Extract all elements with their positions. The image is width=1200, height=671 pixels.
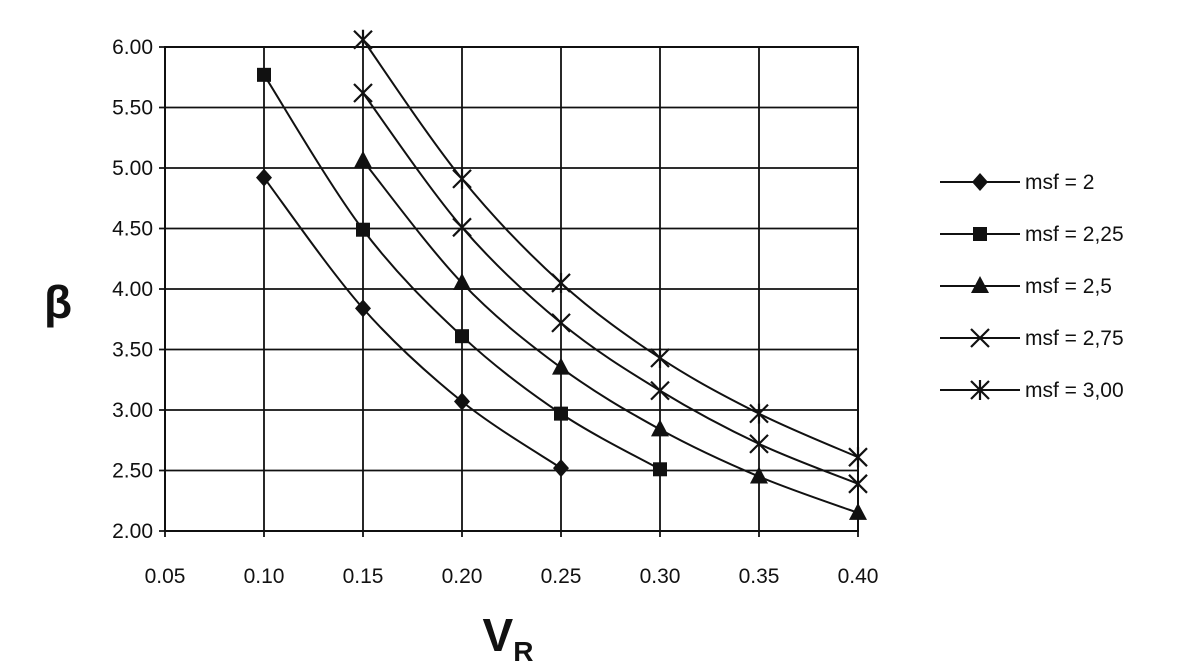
data-point bbox=[553, 459, 569, 478]
data-point bbox=[749, 403, 769, 424]
data-point bbox=[651, 419, 669, 437]
legend-marker bbox=[970, 380, 990, 400]
legend-label: msf = 2,5 bbox=[1025, 275, 1112, 298]
series-line bbox=[362, 39, 859, 459]
series-1 bbox=[256, 168, 569, 478]
x-tick-label: 0.40 bbox=[838, 565, 879, 588]
data-point bbox=[848, 447, 868, 468]
series-2 bbox=[257, 67, 667, 477]
legend-item: msf = 2,75 bbox=[940, 327, 1124, 350]
legend-item: msf = 2 bbox=[940, 171, 1094, 194]
legend-marker bbox=[973, 227, 987, 241]
y-tick-label: 5.00 bbox=[112, 157, 153, 180]
data-point bbox=[454, 392, 470, 411]
series-5 bbox=[353, 29, 868, 468]
y-axis-title: β bbox=[44, 276, 72, 328]
data-point bbox=[650, 347, 670, 368]
y-tick-label: 5.50 bbox=[112, 97, 153, 120]
legend-label: msf = 2,25 bbox=[1025, 223, 1124, 246]
data-point bbox=[452, 168, 472, 189]
data-point bbox=[650, 380, 670, 401]
legend-marker bbox=[972, 173, 988, 191]
legend-label: msf = 3,00 bbox=[1025, 379, 1124, 402]
data-point bbox=[356, 222, 370, 237]
data-point bbox=[257, 67, 271, 82]
x-tick-label: 0.10 bbox=[244, 565, 285, 588]
legend-item: msf = 2,5 bbox=[940, 275, 1112, 298]
legend: msf = 2 msf = 2,25 msf = 2,5 msf = 2,75 msf … bbox=[940, 171, 1124, 402]
data-point bbox=[552, 357, 570, 375]
data-point bbox=[452, 217, 472, 238]
data-point bbox=[749, 434, 769, 454]
y-tick-label: 2.50 bbox=[112, 460, 153, 483]
legend-label: msf = 2 bbox=[1025, 171, 1094, 194]
data-point bbox=[551, 313, 571, 333]
x-tick-label: 0.20 bbox=[442, 565, 483, 588]
data-point bbox=[354, 150, 372, 168]
series-4 bbox=[353, 83, 868, 494]
x-axis-title-main: V bbox=[483, 609, 514, 661]
series-line bbox=[362, 92, 859, 485]
x-axis-title-subscript: R bbox=[513, 636, 533, 666]
y-tick-label: 3.50 bbox=[112, 339, 153, 362]
x-tick-label: 0.35 bbox=[739, 565, 780, 588]
legend-marker bbox=[970, 328, 990, 348]
x-tick-label: 0.25 bbox=[541, 565, 582, 588]
data-point bbox=[653, 462, 667, 477]
series-layer bbox=[256, 29, 868, 520]
data-point bbox=[353, 29, 373, 50]
data-point bbox=[554, 406, 568, 421]
series-3 bbox=[354, 150, 867, 520]
data-point bbox=[750, 466, 768, 484]
legend-label: msf = 2,75 bbox=[1025, 327, 1124, 350]
tick-labels-layer: 2.00 2.50 3.00 3.50 4.00 4.50 5.00 5.50 6.00 0.05… bbox=[112, 36, 878, 588]
x-axis-title: VR bbox=[483, 609, 534, 666]
y-tick-label: 2.00 bbox=[112, 520, 153, 543]
y-tick-label: 4.50 bbox=[112, 218, 153, 241]
data-point bbox=[256, 168, 272, 187]
legend-item: msf = 3,00 bbox=[940, 379, 1124, 402]
legend-item: msf = 2,25 bbox=[940, 223, 1124, 246]
x-tick-label: 0.30 bbox=[640, 565, 681, 588]
legend-marker bbox=[971, 276, 989, 293]
data-point bbox=[455, 329, 469, 344]
series-line bbox=[263, 177, 562, 469]
x-tick-label: 0.15 bbox=[343, 565, 384, 588]
data-point bbox=[849, 502, 867, 520]
data-point bbox=[353, 83, 373, 103]
data-point bbox=[551, 272, 571, 293]
y-tick-label: 3.00 bbox=[112, 399, 153, 422]
x-tick-label: 0.05 bbox=[145, 565, 186, 588]
series-line bbox=[263, 74, 661, 471]
data-point bbox=[355, 299, 371, 318]
data-point bbox=[453, 272, 471, 290]
series-line bbox=[362, 160, 859, 514]
y-tick-label: 6.00 bbox=[112, 36, 153, 59]
grid-layer bbox=[159, 46, 859, 537]
data-point bbox=[848, 474, 868, 494]
y-tick-label: 4.00 bbox=[112, 278, 153, 301]
